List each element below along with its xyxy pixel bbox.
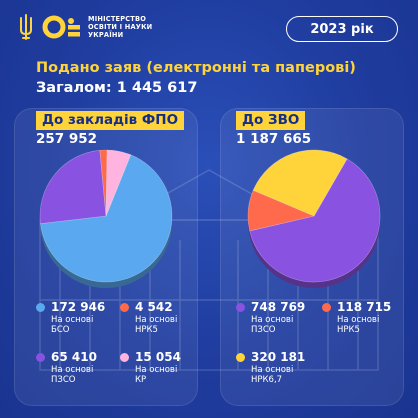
pie-slice-0 [249,158,381,283]
pie-slice-1 [39,149,107,224]
legend-label: На основі БСО [51,315,94,335]
legend-item-pzso: 748 769 На основі ПЗСО [236,300,307,335]
ministry-header: МІНІСТЕРСТВО ОСВІТИ І НАУКИ УКРАЇНИ [18,14,152,40]
legend-label: На основі ПЗСО [251,315,294,335]
legend-swatch [236,302,245,312]
pie-slice-2 [99,149,108,217]
ministry-logo-icon [42,15,80,39]
zvo-pie-chart [247,149,381,288]
fpo-pie-chart [39,149,173,288]
legend-swatch [36,302,45,312]
ministry-line: ОСВІТИ І НАУКИ [88,23,153,31]
pie-slice-1 [247,189,315,232]
legend-item-nrk5: 4 542 На основі НРК5 [120,300,191,335]
legend-value: 15 054 [135,350,181,364]
trident-icon [20,14,32,40]
legend-value: 320 181 [251,350,306,364]
pie-slice-2 [252,149,348,217]
legend-swatch [36,352,45,362]
legend-swatch [236,352,245,362]
legend-label: На основі КР [135,365,178,385]
zvo-title: До ЗВО [236,111,306,130]
legend-swatch [322,302,331,312]
ministry-line: МІНІСТЕРСТВО [88,15,147,23]
zvo-total: 1 187 665 [236,131,312,147]
legend-item-bso: 172 946 На основі БСО [36,300,107,335]
legend-value: 4 542 [135,300,173,314]
pie-slice-3 [105,149,132,217]
year-badge: 2023 рік [286,16,398,42]
fpo-total: 257 952 [36,131,98,147]
legend-swatch [120,302,129,312]
legend-label: На основі ПЗСО [51,365,94,385]
legend-value: 748 769 [251,300,306,314]
pie-slice-0 [40,154,173,283]
ministry-line: УКРАЇНИ [88,31,124,39]
legend-item-nrk5: 118 715 На основі НРК5 [322,300,393,335]
legend-value: 65 410 [51,350,97,364]
legend-swatch [120,352,129,362]
legend-item-pzso: 65 410 На основі ПЗСО [36,350,107,385]
ministry-name: МІНІСТЕРСТВО ОСВІТИ І НАУКИ УКРАЇНИ [88,15,152,39]
legend-value: 172 946 [51,300,106,314]
legend-item-nrk67: 320 181 На основі НРК6,7 [236,350,307,385]
chart-title: Подано заяв (електронні та паперові) [36,60,356,76]
legend-label: На основі НРК6,7 [251,365,294,385]
legend-value: 118 715 [337,300,392,314]
grand-total: Загалом: 1 445 617 [36,80,198,96]
legend-label: На основі НРК5 [337,315,380,335]
legend-item-kr: 15 054 На основі КР [120,350,191,385]
fpo-title: До закладів ФПО [36,111,185,130]
legend-label: На основі НРК5 [135,315,178,335]
